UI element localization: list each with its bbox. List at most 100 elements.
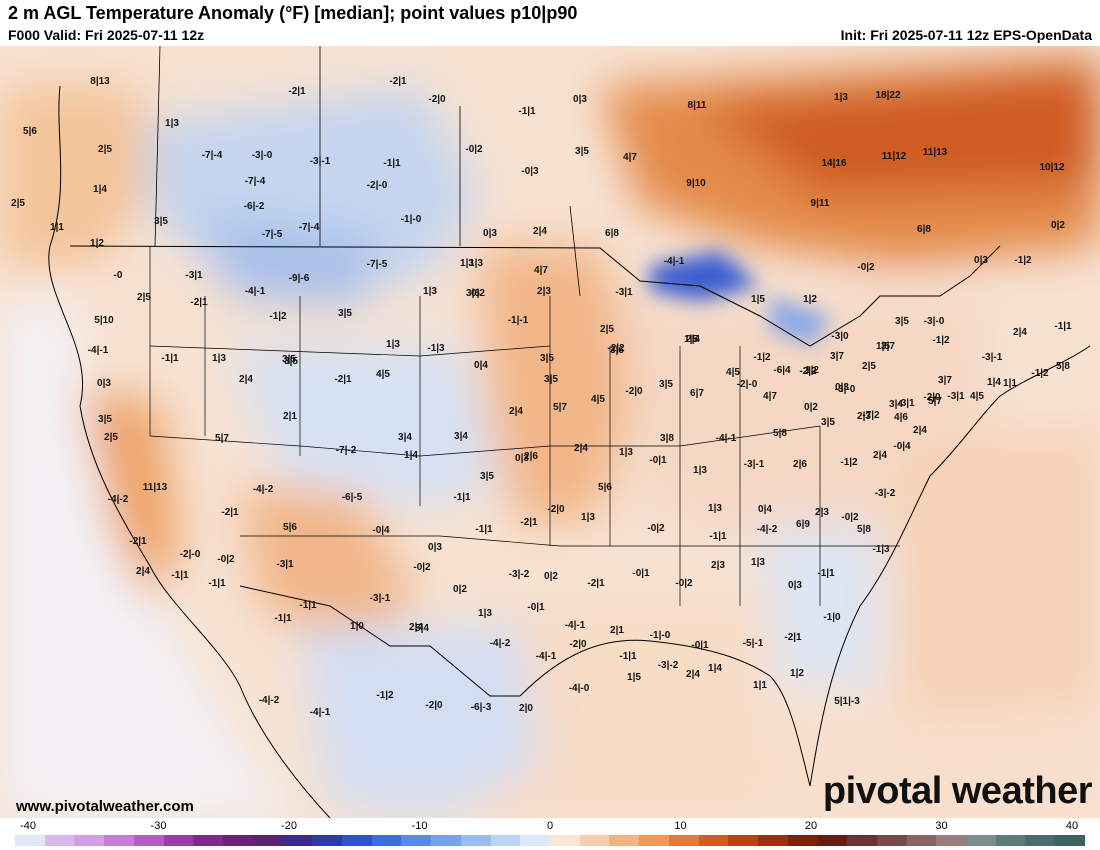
point-value: -2|-0	[366, 180, 388, 191]
point-value: 1|5	[751, 294, 765, 305]
colorbar-swatch	[579, 835, 610, 846]
point-value: 0|2	[544, 571, 558, 582]
point-value: 5|8	[773, 428, 787, 439]
point-value: -3|-1	[743, 459, 765, 470]
point-value: -7|-4	[244, 176, 266, 187]
point-value: -0|2	[841, 512, 859, 523]
point-value: 5|6	[283, 522, 297, 533]
point-value: 0|3	[515, 453, 529, 464]
point-value: 6|9	[796, 519, 810, 530]
point-value: 2|3	[711, 560, 725, 571]
point-value: -4|-1	[244, 286, 266, 297]
point-value: 4|5	[726, 367, 740, 378]
point-value: -3|0	[831, 331, 849, 342]
point-value: -4|-2	[252, 484, 274, 495]
point-value: 0|3	[974, 255, 988, 266]
colorbar-swatch	[401, 835, 432, 846]
point-value: -0|2	[647, 523, 665, 534]
point-value: -2|0	[625, 386, 643, 397]
point-value: -3|1	[185, 270, 203, 281]
point-value: 3|4	[454, 431, 468, 442]
point-value: -4|-1	[564, 620, 586, 631]
point-value: 0|3	[97, 378, 111, 389]
point-value: -1|2	[1014, 255, 1032, 266]
colorbar-swatch	[668, 835, 699, 846]
point-value: 2|4	[509, 406, 523, 417]
point-value: 0|2	[804, 402, 818, 413]
point-value: 4|5	[970, 391, 984, 402]
point-value: 2|4	[1013, 327, 1027, 338]
point-value: -6|-2	[243, 201, 265, 212]
point-value: -7|-4	[201, 150, 223, 161]
colorbar-swatch	[787, 835, 818, 846]
point-value: 5|10	[94, 315, 114, 326]
cold-anomaly-interior-west	[230, 346, 500, 506]
point-value: -1|2	[376, 690, 394, 701]
point-value: 3|6	[466, 288, 480, 299]
point-value: 2|5	[600, 324, 614, 335]
colorbar-swatch	[966, 835, 996, 846]
colorbar-swatch	[371, 835, 402, 846]
point-value: -2|2	[607, 343, 625, 354]
colorbar-swatch	[193, 835, 224, 846]
anomaly-map[interactable]: 8|13 5|6 2|5 1|4 2|5 1|3 -7|-4 -3|-0 -3|-1 -1|1 -2…	[0, 46, 1100, 818]
point-value: -0|2	[413, 562, 431, 573]
colorbar-swatch	[15, 835, 45, 846]
point-value: -1|1	[161, 353, 179, 364]
point-value: 0|3	[835, 382, 849, 393]
point-value: -1|2	[269, 311, 287, 322]
point-value: -1|2	[840, 457, 858, 468]
colorbar-swatch	[995, 835, 1026, 846]
point-value: -4|-2	[489, 638, 511, 649]
colorbar-swatch	[460, 835, 491, 846]
point-value: 6|8	[605, 228, 619, 239]
point-value: 18|22	[875, 90, 901, 101]
point-value: 8|13	[90, 76, 110, 87]
point-value: -7|2	[862, 410, 880, 421]
point-value: 3|5	[338, 308, 352, 319]
point-value: 1|2	[805, 365, 819, 376]
point-value: -6|4	[773, 365, 791, 376]
colorbar-swatch	[847, 835, 877, 846]
point-value: -7|-4	[298, 222, 320, 233]
point-value: 0|2	[453, 584, 467, 595]
point-value: 11|12	[881, 151, 907, 162]
point-value: -1|0	[823, 612, 841, 623]
point-value: 3|4	[398, 432, 412, 443]
point-value: 2|4	[574, 443, 588, 454]
map-canvas	[0, 46, 1100, 818]
point-value: -2|1	[334, 374, 352, 385]
site-url[interactable]: www.pivotalweather.com	[16, 798, 194, 815]
warm-anomaly-northwest	[0, 86, 150, 266]
gulf-coastline	[519, 639, 811, 787]
point-value: 2|6	[793, 459, 807, 470]
point-value: 4|5	[591, 394, 605, 405]
point-value: 2|1	[610, 625, 624, 636]
point-value: 9|10	[686, 178, 706, 189]
warm-anomaly-atlantic	[900, 426, 1100, 766]
point-value: 2|3	[815, 507, 829, 518]
warm-anomaly-plains	[480, 246, 640, 526]
point-value: 3|5	[544, 374, 558, 385]
colorbar-tick-label: -30	[150, 820, 167, 832]
point-value: 4|6	[894, 412, 908, 423]
point-value: -1|2	[1031, 368, 1049, 379]
point-value: 1|5	[876, 341, 890, 352]
point-value: -4|-1	[663, 256, 685, 267]
point-value: 1|1	[753, 680, 767, 691]
point-value: 0|3	[428, 542, 442, 553]
header: 2 m AGL Temperature Anomaly (°F) [median…	[0, 0, 1100, 46]
point-value: 1|1	[50, 222, 64, 233]
point-value: 1|5	[684, 334, 698, 345]
colorbar-swatch	[341, 835, 372, 846]
point-value: 1|3	[751, 557, 765, 568]
point-value: -1|1	[383, 158, 401, 169]
point-value: 1|3	[581, 512, 595, 523]
point-value: -0|1	[691, 640, 709, 651]
colorbar-swatch	[44, 835, 75, 846]
point-value: -1|1	[208, 578, 226, 589]
point-value: 5|7	[215, 433, 229, 444]
point-value: -2|-0	[179, 549, 201, 560]
colorbar-swatch	[639, 835, 669, 846]
point-value: 1|3	[460, 258, 474, 269]
